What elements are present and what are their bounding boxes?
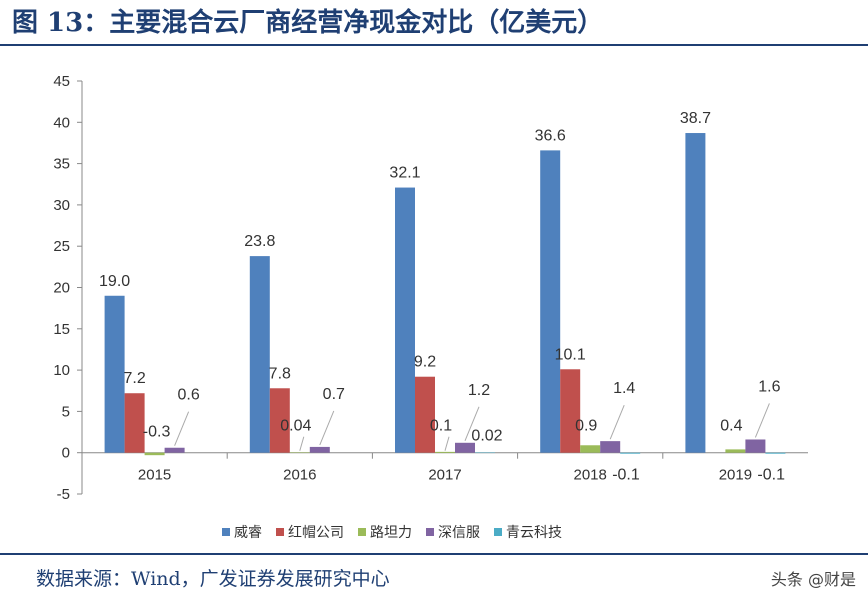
y-tick-label: 40 bbox=[53, 114, 70, 131]
data-label: 9.2 bbox=[414, 354, 436, 371]
data-label: 36.6 bbox=[535, 127, 566, 144]
y-tick-label: 10 bbox=[53, 362, 70, 379]
legend-label: 路坦力 bbox=[370, 524, 412, 540]
bar bbox=[560, 369, 581, 453]
legend-swatch bbox=[426, 528, 434, 536]
legend-swatch bbox=[276, 528, 284, 536]
leader-line bbox=[609, 404, 625, 440]
data-label: -0.1 bbox=[757, 467, 785, 484]
data-label: -0.3 bbox=[143, 424, 171, 441]
bar bbox=[269, 388, 290, 453]
bar bbox=[580, 445, 601, 453]
x-tick-label: 2018 bbox=[574, 467, 607, 484]
legend-swatch bbox=[358, 528, 366, 536]
legend-swatch bbox=[494, 528, 502, 536]
data-label: 7.2 bbox=[123, 370, 145, 387]
bar bbox=[685, 133, 706, 453]
x-tick-label: 2017 bbox=[428, 467, 461, 484]
bar bbox=[435, 451, 455, 453]
chart-legend: 威睿 红帽公司 路坦力 深信服 青云科技 bbox=[222, 524, 562, 540]
x-tick-label: 2015 bbox=[138, 467, 171, 484]
data-label: 1.2 bbox=[468, 382, 490, 399]
chart-axes: -5 0 5 10 15 20 25 30 35 40 45 2015 2016 2017 2018 2019 bbox=[53, 73, 808, 503]
y-tick-label: 15 bbox=[53, 321, 70, 338]
y-tick-label: 5 bbox=[62, 403, 70, 420]
bar bbox=[725, 449, 746, 453]
legend-swatch bbox=[222, 528, 230, 536]
data-label: 32.1 bbox=[389, 165, 420, 182]
data-label: 0.4 bbox=[720, 418, 742, 435]
leader-line bbox=[464, 406, 480, 441]
leader-line bbox=[299, 436, 305, 451]
bar bbox=[620, 452, 641, 454]
leader-line bbox=[754, 403, 770, 438]
data-label: -0.1 bbox=[612, 467, 640, 484]
data-label: 0.7 bbox=[323, 386, 345, 403]
chart-title: 图 13：主要混合云厂商经营净现金对比（亿美元） bbox=[12, 8, 604, 38]
watermark: 头条 @财是 bbox=[770, 570, 856, 589]
data-label: 0.1 bbox=[430, 418, 452, 435]
data-label: 1.4 bbox=[613, 380, 635, 397]
chart-bars bbox=[104, 133, 786, 456]
bar bbox=[289, 452, 310, 453]
x-tick-label: 2019 bbox=[719, 467, 752, 484]
bar bbox=[124, 393, 145, 453]
bar bbox=[600, 441, 621, 453]
data-label: 38.7 bbox=[680, 110, 711, 127]
y-tick-label: 35 bbox=[53, 156, 70, 173]
y-tick-label: 20 bbox=[53, 280, 70, 297]
bar-chart: -5 0 5 10 15 20 25 30 35 40 45 2015 2016 2017 2018 2019… bbox=[53, 73, 808, 540]
data-label: 0.6 bbox=[177, 387, 199, 404]
bar bbox=[249, 256, 270, 453]
bar bbox=[765, 452, 786, 454]
y-tick-label: 25 bbox=[53, 238, 70, 255]
bar bbox=[475, 452, 495, 454]
bar bbox=[309, 446, 330, 453]
data-source: 数据来源：Wind，广发证券发展研究中心 bbox=[36, 568, 390, 590]
leader-line bbox=[444, 436, 450, 451]
footer-divider bbox=[0, 553, 868, 555]
data-label: 0.02 bbox=[471, 428, 502, 445]
legend-label: 威睿 bbox=[234, 524, 262, 540]
data-label: 10.1 bbox=[555, 346, 586, 363]
data-labels: 19.0 7.2 -0.3 0.6 23.8 7.8 0.04 0.7 32.1 9.2 0.1 1.… bbox=[99, 110, 785, 484]
leader-line bbox=[174, 411, 190, 446]
bar bbox=[415, 376, 435, 453]
leader-line bbox=[319, 410, 335, 446]
data-label: 1.6 bbox=[758, 378, 780, 395]
bar bbox=[395, 187, 415, 453]
legend-label: 红帽公司 bbox=[288, 524, 344, 540]
data-label: 0.9 bbox=[575, 418, 597, 435]
legend-label: 青云科技 bbox=[506, 524, 562, 540]
data-label: 23.8 bbox=[244, 233, 275, 250]
y-tick-label: -5 bbox=[57, 486, 70, 503]
data-label: 0.04 bbox=[280, 418, 311, 435]
label-leader-lines bbox=[174, 403, 770, 451]
data-label: 19.0 bbox=[99, 273, 130, 290]
bar bbox=[164, 447, 185, 453]
data-label: 7.8 bbox=[269, 365, 291, 382]
legend-label: 深信服 bbox=[438, 524, 480, 540]
bar bbox=[104, 295, 125, 453]
x-tick-label: 2016 bbox=[283, 467, 316, 484]
y-tick-label: 30 bbox=[53, 197, 70, 214]
bar bbox=[745, 439, 766, 453]
bar bbox=[540, 150, 561, 453]
y-tick-label: 45 bbox=[53, 73, 70, 90]
bar bbox=[455, 442, 475, 453]
bar bbox=[144, 452, 165, 456]
title-bar: 图 13：主要混合云厂商经营净现金对比（亿美元） bbox=[0, 0, 868, 46]
y-tick-label: 0 bbox=[62, 445, 70, 462]
